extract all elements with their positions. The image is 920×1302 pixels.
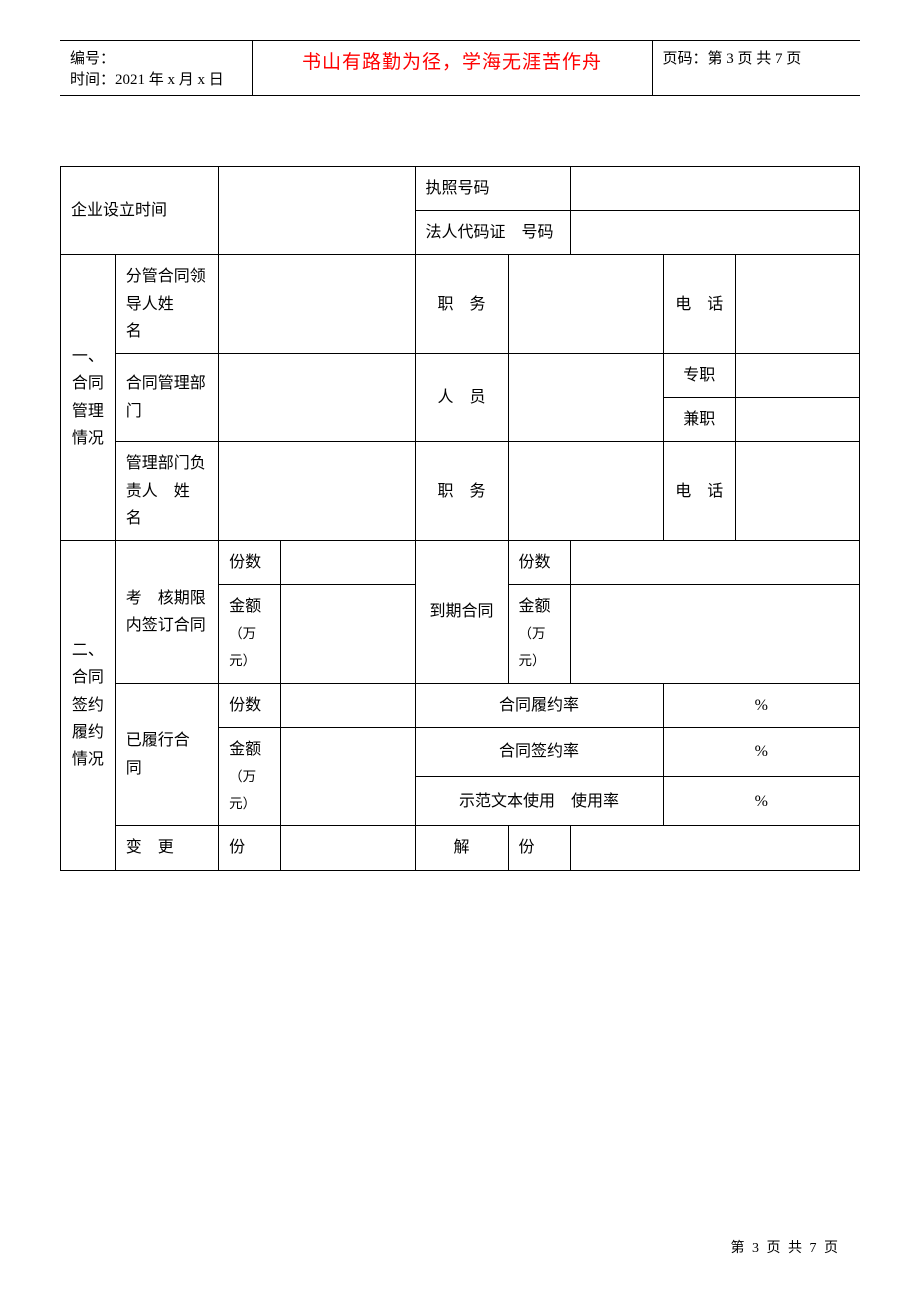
header-left-cell: 编号： 时间：2021 年 x 月 x 日 (60, 41, 252, 95)
sec2-r1-a: 考 核期限内签订合同 (115, 540, 218, 683)
sec2-r1-b2: 金额（万元） (219, 585, 281, 684)
sec2-r1-mid: 到期合同 (415, 540, 508, 683)
sec2-r2-m3-val: % (663, 777, 859, 826)
sec2-r1-c1-val (570, 540, 859, 584)
sec2-r3-c: 份 (508, 826, 570, 870)
footer-page-number: 第 3 页 共 7 页 (731, 1237, 841, 1257)
sec1-row3: 管理部门负责人 姓 名 职 务 电 话 (61, 442, 860, 541)
label-establish-time: 企业设立时间 (61, 167, 219, 255)
motto-text: 书山有路勤为径，学海无涯苦作舟 (302, 52, 602, 73)
value-legal-code (570, 211, 859, 255)
sec1-r2-a-val (219, 353, 415, 441)
label-legal-code: 法人代码证 号码 (415, 211, 570, 255)
sec1-r3-a-val (219, 442, 415, 541)
sec2-r3-b-val (281, 826, 415, 870)
sec2-r2-m3: 示范文本使用 使用率 (415, 777, 663, 826)
sec1-r3-a: 管理部门负责人 姓 名 (115, 442, 218, 541)
sec2-r2-m2-val: % (663, 727, 859, 776)
sec2-row3: 变 更 份 解 份 (61, 826, 860, 870)
sec2-r1-b1: 份数 (219, 540, 281, 584)
sec2-r3-a: 变 更 (115, 826, 218, 870)
sec1-row2a: 合同管理部 门 人 员 专职 (61, 353, 860, 397)
sec2-r2-b1-val (281, 683, 415, 727)
sec2-r3-b: 份 (219, 826, 281, 870)
sec2-row1a: 二、合同签约履约情况 考 核期限内签订合同 份数 到期合同 份数 (61, 540, 860, 584)
sec1-r1-c-val (735, 255, 859, 354)
sec1-r1-b: 职 务 (415, 255, 508, 354)
sec1-r3-c: 电 话 (663, 442, 735, 541)
header-bottom-rule (60, 95, 860, 96)
header-right-cell: 页码：第 3 页 共 7 页 (652, 41, 860, 95)
header-table: 编号： 时间：2021 年 x 月 x 日 书山有路勤为径，学海无涯苦作舟 页码… (60, 41, 860, 95)
sec2-r1-b2-val (281, 585, 415, 684)
sec1-r2-c2-val (735, 398, 859, 442)
sec2-r1-c2-val (570, 585, 859, 684)
sec2-r2-m1-val: % (663, 683, 859, 727)
value-establish-time (219, 167, 415, 255)
sec1-title: 一、合同管理情况 (61, 255, 116, 541)
sec2-r1-b1-val (281, 540, 415, 584)
sec2-r2-a: 已履行合 同 (115, 683, 218, 826)
sec2-title: 二、合同签约履约情况 (61, 540, 116, 870)
sec1-r3-b: 职 务 (415, 442, 508, 541)
sec1-r2-a: 合同管理部 门 (115, 353, 218, 441)
sec1-r1-a-val (219, 255, 415, 354)
date-label: 时间：2021 年 x 月 x 日 (70, 68, 242, 89)
sec1-r3-b-val (508, 442, 663, 541)
sec1-row1: 一、合同管理情况 分管合同领导人姓 名 职 务 电 话 (61, 255, 860, 354)
sec2-r3-mid: 解 (415, 826, 508, 870)
sec2-r1-c1: 份数 (508, 540, 570, 584)
sec2-r3-c-val (570, 826, 859, 870)
serial-label: 编号： (70, 47, 242, 68)
sec1-r3-c-val (735, 442, 859, 541)
sec2-r2-m2: 合同签约率 (415, 727, 663, 776)
sec2-row2a: 已履行合 同 份数 合同履约率 % (61, 683, 860, 727)
sec1-r1-a: 分管合同领导人姓 名 (115, 255, 218, 354)
label-license-no: 执照号码 (415, 167, 570, 211)
sec2-r2-b2: 金额（万元） (219, 727, 281, 826)
sec1-r2-b-val (508, 353, 663, 441)
sec1-r2-c2: 兼职 (663, 398, 735, 442)
sec2-r2-b1: 份数 (219, 683, 281, 727)
value-license-no (570, 167, 859, 211)
sec1-r1-b-val (508, 255, 663, 354)
sec1-r2-c1: 专职 (663, 353, 735, 397)
sec2-r1-c2: 金额（万元） (508, 585, 570, 684)
page: 编号： 时间：2021 年 x 月 x 日 书山有路勤为径，学海无涯苦作舟 页码… (0, 0, 920, 871)
sec2-r2-m1: 合同履约率 (415, 683, 663, 727)
page-label: 页码：第 3 页 共 7 页 (663, 51, 802, 67)
sec2-r2-b2-val (281, 727, 415, 826)
sec1-r2-c1-val (735, 353, 859, 397)
sec1-r1-c: 电 话 (663, 255, 735, 354)
sec1-r2-b: 人 员 (415, 353, 508, 441)
form-table: 企业设立时间 执照号码 法人代码证 号码 一、合同管理情况 分管合同领导人姓 名… (60, 166, 860, 871)
header-mid-cell: 书山有路勤为径，学海无涯苦作舟 (252, 41, 652, 95)
row-license: 企业设立时间 执照号码 (61, 167, 860, 211)
